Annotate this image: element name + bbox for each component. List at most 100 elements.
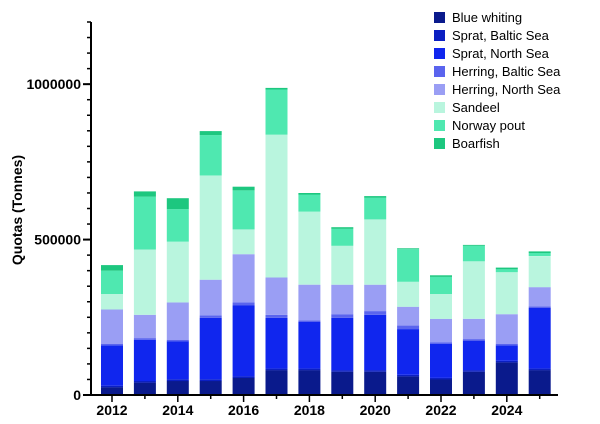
- bar-2022-series-7: [430, 275, 452, 277]
- bar-2022-series-4: [430, 318, 452, 343]
- bar-2020-series-2: [364, 314, 387, 371]
- bar-2024-series-4: [495, 314, 518, 344]
- bar-2016-series-2: [232, 305, 255, 377]
- y-tick-label: 1000000: [26, 76, 81, 92]
- bar-2015-series-4: [199, 279, 222, 316]
- bar-2021-series-3: [397, 325, 420, 330]
- x-tick-label: 2018: [294, 402, 325, 418]
- bar-2022-series-5: [430, 294, 452, 319]
- bar-2013-series-5: [133, 249, 156, 315]
- bar-2020-series-6: [364, 197, 387, 220]
- legend-swatch: [434, 102, 445, 113]
- bar-2018-series-5: [298, 211, 321, 285]
- bar-2014-series-6: [166, 209, 189, 242]
- bar-2021-series-1: [397, 374, 420, 377]
- bar-2021-series-0: [397, 376, 420, 395]
- bar-2017-series-3: [265, 314, 288, 318]
- bar-2017-series-6: [265, 89, 288, 135]
- legend-label: Sandeel: [452, 100, 500, 115]
- x-ticks-group: 2012 2014 2016 2018 2020 2022 2024: [96, 395, 541, 418]
- bar-2015-series-3: [199, 315, 222, 318]
- bar-2016-series-5: [232, 229, 255, 255]
- bar-2016-series-6: [232, 190, 255, 230]
- bar-2014-series-1: [166, 379, 189, 382]
- legend-label: Herring, Baltic Sea: [452, 64, 561, 79]
- bar-2015-series-2: [199, 317, 222, 380]
- bars-group: [101, 87, 551, 395]
- bar-2019-series-5: [331, 245, 354, 285]
- bar-2020-series-5: [364, 219, 387, 285]
- bar-2016-series-7: [232, 186, 255, 191]
- bar-2013-series-6: [133, 196, 156, 250]
- bar-2024-series-5: [495, 272, 518, 315]
- bar-2018-series-4: [298, 284, 321, 321]
- bar-2021-series-7: [397, 248, 420, 250]
- bar-2023-series-7: [462, 244, 485, 246]
- bar-2023-series-4: [462, 318, 485, 339]
- bar-2018-series-2: [298, 322, 321, 369]
- bar-2025-series-1: [528, 368, 551, 371]
- legend-label: Sprat, Baltic Sea: [452, 28, 550, 43]
- legend-swatch: [434, 48, 445, 59]
- bar-2019-series-7: [331, 227, 354, 229]
- bar-2024-series-1: [495, 360, 518, 363]
- legend-label: Norway pout: [452, 118, 525, 133]
- bar-2017-series-1: [265, 368, 288, 371]
- legend-swatch: [434, 120, 445, 131]
- bar-2023-series-5: [462, 261, 485, 319]
- bar-2025-series-2: [528, 308, 551, 369]
- bar-2016-series-3: [232, 302, 255, 306]
- bar-2015-series-7: [199, 131, 222, 136]
- bar-2012-series-5: [101, 294, 123, 310]
- bar-2018-series-0: [298, 370, 321, 395]
- bar-2012-series-6: [101, 270, 123, 294]
- bar-2023-series-0: [462, 371, 485, 395]
- bar-2014-series-2: [166, 341, 189, 380]
- x-tick-label: 2014: [162, 402, 193, 418]
- bar-2013-series-3: [133, 338, 156, 340]
- bar-2019-series-6: [331, 228, 354, 246]
- bar-2019-series-1: [331, 370, 354, 372]
- x-tick-label: 2020: [360, 402, 391, 418]
- bar-2024-series-7: [495, 267, 518, 270]
- y-tick-label: 500000: [34, 232, 81, 248]
- bar-2025-series-7: [528, 251, 551, 253]
- bar-2019-series-0: [331, 371, 354, 395]
- bar-2019-series-4: [331, 284, 354, 315]
- bar-2013-series-1: [133, 381, 156, 383]
- bar-2019-series-2: [331, 317, 354, 371]
- bar-2021-series-5: [397, 281, 420, 307]
- bar-2016-series-4: [232, 254, 255, 303]
- bar-2022-series-1: [430, 377, 452, 380]
- bar-2017-series-7: [265, 87, 288, 90]
- bar-2014-series-4: [166, 302, 189, 340]
- bar-2015-series-5: [199, 175, 222, 280]
- bar-2024-series-3: [495, 343, 518, 346]
- bar-2012-series-4: [101, 309, 123, 344]
- bar-2019-series-3: [331, 314, 354, 318]
- legend-swatch: [434, 30, 445, 41]
- legend-label: Boarfish: [452, 136, 500, 151]
- bar-2017-series-2: [265, 317, 288, 369]
- bar-2013-series-7: [133, 191, 156, 197]
- bar-2024-series-2: [495, 345, 518, 361]
- bar-2025-series-5: [528, 256, 551, 288]
- bar-2022-series-0: [430, 379, 452, 395]
- bar-2023-series-1: [462, 370, 485, 372]
- bar-2020-series-7: [364, 196, 387, 198]
- bar-2023-series-3: [462, 339, 485, 341]
- legend-label: Blue whiting: [452, 10, 522, 25]
- legend-label: Sprat, North Sea: [452, 46, 550, 61]
- legend-swatch: [434, 138, 445, 149]
- bar-2013-series-0: [133, 382, 156, 395]
- bar-2021-series-4: [397, 306, 420, 326]
- bar-2017-series-5: [265, 134, 288, 278]
- bar-2021-series-2: [397, 329, 420, 375]
- bar-2022-series-6: [430, 276, 452, 294]
- y-tick-label: 0: [73, 387, 81, 403]
- bar-2025-series-6: [528, 252, 551, 256]
- x-tick-label: 2022: [425, 402, 456, 418]
- bar-2012-series-2: [101, 345, 123, 386]
- bar-2025-series-4: [528, 287, 551, 307]
